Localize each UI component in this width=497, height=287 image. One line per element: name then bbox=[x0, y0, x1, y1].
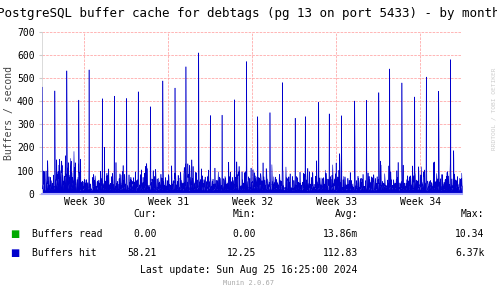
Text: PostgreSQL buffer cache for debtags (pg 13 on port 5433) - by month: PostgreSQL buffer cache for debtags (pg … bbox=[0, 7, 497, 20]
Text: Munin 2.0.67: Munin 2.0.67 bbox=[223, 280, 274, 286]
Text: 10.34: 10.34 bbox=[455, 229, 485, 239]
Text: Avg:: Avg: bbox=[334, 209, 358, 219]
Text: 112.83: 112.83 bbox=[323, 248, 358, 257]
Text: 58.21: 58.21 bbox=[127, 248, 157, 257]
Text: Cur:: Cur: bbox=[133, 209, 157, 219]
Text: 13.86m: 13.86m bbox=[323, 229, 358, 239]
Text: ■: ■ bbox=[10, 248, 19, 257]
Text: Buffers hit: Buffers hit bbox=[32, 248, 97, 257]
Text: 0.00: 0.00 bbox=[133, 229, 157, 239]
Text: 12.25: 12.25 bbox=[227, 248, 256, 257]
Text: Min:: Min: bbox=[233, 209, 256, 219]
Text: RRDTOOL / TOBI OETIKER: RRDTOOL / TOBI OETIKER bbox=[491, 68, 496, 150]
Y-axis label: Buffers / second: Buffers / second bbox=[4, 66, 14, 160]
Text: Buffers read: Buffers read bbox=[32, 229, 103, 239]
Text: 0.00: 0.00 bbox=[233, 229, 256, 239]
Text: Max:: Max: bbox=[461, 209, 485, 219]
Text: ■: ■ bbox=[10, 229, 19, 239]
Text: 6.37k: 6.37k bbox=[455, 248, 485, 257]
Text: Last update: Sun Aug 25 16:25:00 2024: Last update: Sun Aug 25 16:25:00 2024 bbox=[140, 265, 357, 275]
